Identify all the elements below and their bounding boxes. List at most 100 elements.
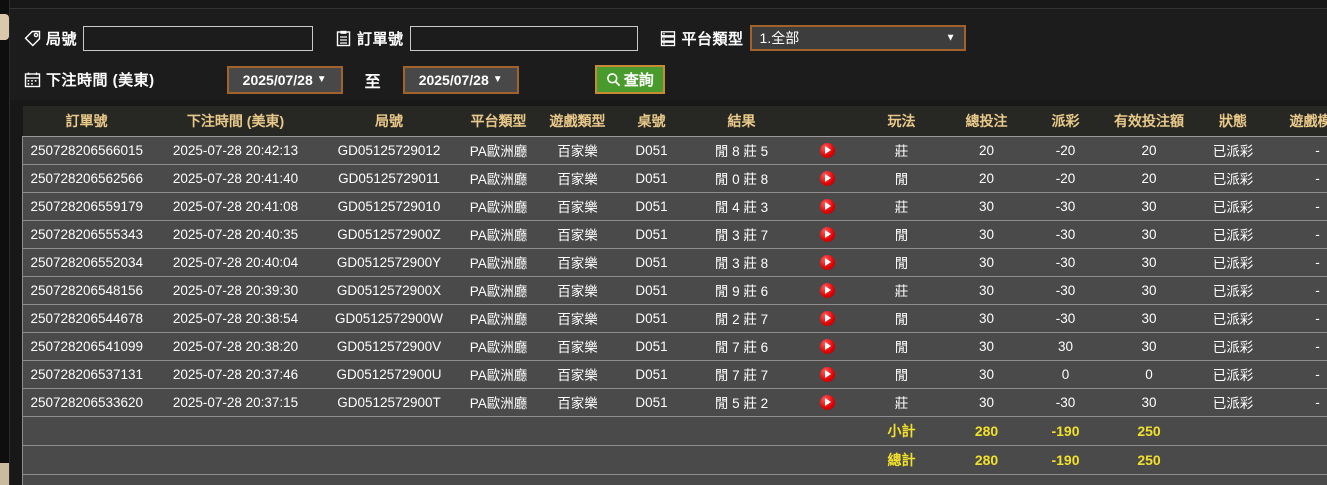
col-header-table-no[interactable]: 桌號: [615, 106, 688, 137]
valid-bet-cell: 30: [1102, 332, 1196, 361]
table-no-cell: D051: [615, 164, 688, 193]
filler-cell: [320, 474, 458, 485]
order-no-label: 訂單號: [357, 30, 404, 48]
payout-cell: 30: [1028, 332, 1103, 361]
filler-cell: [615, 474, 688, 485]
play-icon[interactable]: [819, 310, 835, 326]
total-bet-cell: 20: [944, 164, 1029, 193]
filter-row-primary: 局號 訂單號: [24, 25, 966, 51]
table-filler-row: [22, 474, 1327, 485]
col-header-platform[interactable]: 平台類型: [457, 106, 540, 137]
table-row[interactable]: 250728206533620 2025-07-28 20:37:15 GD0512…: [22, 388, 1327, 417]
summary-total-bet: 280: [944, 416, 1029, 446]
play-icon[interactable]: [819, 170, 835, 186]
play-icon[interactable]: [819, 366, 835, 382]
col-header-bet-time[interactable]: 下注時間 (美東): [150, 106, 321, 137]
left-rail-tab-handle[interactable]: [0, 14, 9, 40]
date-to-picker[interactable]: 2025/07/28 ▼: [402, 65, 519, 94]
col-header-status[interactable]: 狀態: [1195, 106, 1271, 137]
game-mode-cell: -: [1270, 332, 1327, 361]
status-cell: 已派彩: [1195, 304, 1271, 333]
valid-bet-cell: 30: [1102, 388, 1196, 417]
col-header-game-type[interactable]: 遊戲類型: [539, 106, 616, 137]
round-no-cell: GD0512572900W: [320, 304, 458, 333]
bet-time-cell: 2025-07-28 20:40:04: [150, 248, 321, 277]
play-icon[interactable]: [819, 282, 835, 298]
summary-blank: [457, 416, 540, 446]
platform-label: 平台類型: [681, 30, 744, 48]
summary-row: 小計 280 -190 250: [22, 416, 1327, 446]
table-row[interactable]: 250728206559179 2025-07-28 20:41:08 GD0512…: [22, 192, 1327, 221]
col-header-total-bet[interactable]: 總投注: [944, 106, 1029, 137]
table-no-cell: D051: [615, 332, 688, 361]
valid-bet-cell: 30: [1102, 220, 1196, 249]
order-no-input[interactable]: [409, 25, 638, 51]
play-icon[interactable]: [819, 198, 835, 214]
valid-bet-cell: 30: [1102, 304, 1196, 333]
date-from-value: 2025/07/28: [242, 71, 313, 88]
table-row[interactable]: 250728206548156 2025-07-28 20:39:30 GD0512…: [22, 276, 1327, 305]
table-no-cell: D051: [615, 304, 688, 333]
game-type-cell: 百家樂: [539, 220, 616, 249]
col-header-round-no[interactable]: 局號: [320, 106, 458, 137]
payout-cell: 0: [1028, 360, 1103, 389]
result-cell: 閒 7 莊 7: [687, 360, 796, 389]
game-type-cell: 百家樂: [539, 192, 616, 221]
play-icon[interactable]: [819, 142, 835, 158]
play-icon[interactable]: [819, 226, 835, 242]
col-header-game-mode[interactable]: 遊戲模式: [1270, 106, 1327, 137]
replay-cell: [795, 304, 859, 333]
filler-cell: [795, 474, 859, 485]
platform-type-select[interactable]: 1.全部 ▼: [749, 25, 966, 51]
table-row[interactable]: 250728206544678 2025-07-28 20:38:54 GD0512…: [22, 304, 1327, 333]
table-row[interactable]: 250728206566015 2025-07-28 20:42:13 GD0512…: [22, 136, 1327, 165]
col-header-order-no[interactable]: 訂單號: [22, 106, 151, 137]
col-header-bet-type[interactable]: 玩法: [858, 106, 945, 137]
replay-cell: [795, 276, 859, 305]
summary-blank: [320, 445, 458, 475]
payout-cell: -30: [1028, 388, 1103, 417]
table-row[interactable]: 250728206552034 2025-07-28 20:40:04 GD0512…: [22, 248, 1327, 277]
play-icon[interactable]: [819, 254, 835, 270]
play-icon[interactable]: [819, 394, 835, 410]
summary-blank: [615, 445, 688, 475]
table-no-cell: D051: [615, 276, 688, 305]
date-from-picker[interactable]: 2025/07/28 ▼: [226, 65, 343, 94]
platform-cell: PA歐洲廳: [457, 332, 540, 361]
order-no-cell: 250728206548156: [22, 276, 151, 305]
table-row[interactable]: 250728206537131 2025-07-28 20:37:46 GD0512…: [22, 360, 1327, 389]
summary-blank: [150, 416, 321, 446]
valid-bet-cell: 30: [1102, 276, 1196, 305]
play-icon[interactable]: [819, 338, 835, 354]
table-no-cell: D051: [615, 220, 688, 249]
chevron-down-icon: ▼: [316, 74, 327, 85]
col-header-payout[interactable]: 派彩: [1028, 106, 1103, 137]
platform-type-value: 1.全部: [759, 30, 800, 46]
search-button[interactable]: 查詢: [594, 65, 665, 94]
platform-cell: PA歐洲廳: [457, 248, 540, 277]
filler-cell: [1102, 474, 1196, 485]
summary-blank: [22, 416, 151, 446]
round-no-cell: GD0512572900X: [320, 276, 458, 305]
col-header-result[interactable]: 結果: [687, 106, 796, 137]
round-no-label: 局號: [46, 30, 78, 48]
round-no-input[interactable]: [83, 25, 314, 51]
table-row[interactable]: 250728206562566 2025-07-28 20:41:40 GD0512…: [22, 164, 1327, 193]
table-row[interactable]: 250728206555343 2025-07-28 20:40:35 GD0512…: [22, 220, 1327, 249]
order-no-cell: 250728206555343: [22, 220, 151, 249]
summary-label: 總計: [858, 445, 945, 475]
valid-bet-cell: 20: [1102, 164, 1196, 193]
table-row[interactable]: 250728206541099 2025-07-28 20:38:20 GD0512…: [22, 332, 1327, 361]
summary-label: 小計: [858, 416, 945, 446]
summary-total-bet: 280: [944, 445, 1029, 475]
col-header-valid-bet[interactable]: 有效投注額: [1102, 106, 1196, 137]
table-no-cell: D051: [615, 248, 688, 277]
platform-cell: PA歐洲廳: [457, 360, 540, 389]
status-cell: 已派彩: [1195, 192, 1271, 221]
summary-blank: [150, 445, 321, 475]
replay-cell: [795, 332, 859, 361]
valid-bet-cell: 20: [1102, 136, 1196, 165]
bet-type-cell: 莊: [858, 192, 945, 221]
game-type-cell: 百家樂: [539, 248, 616, 277]
payout-cell: -30: [1028, 276, 1103, 305]
